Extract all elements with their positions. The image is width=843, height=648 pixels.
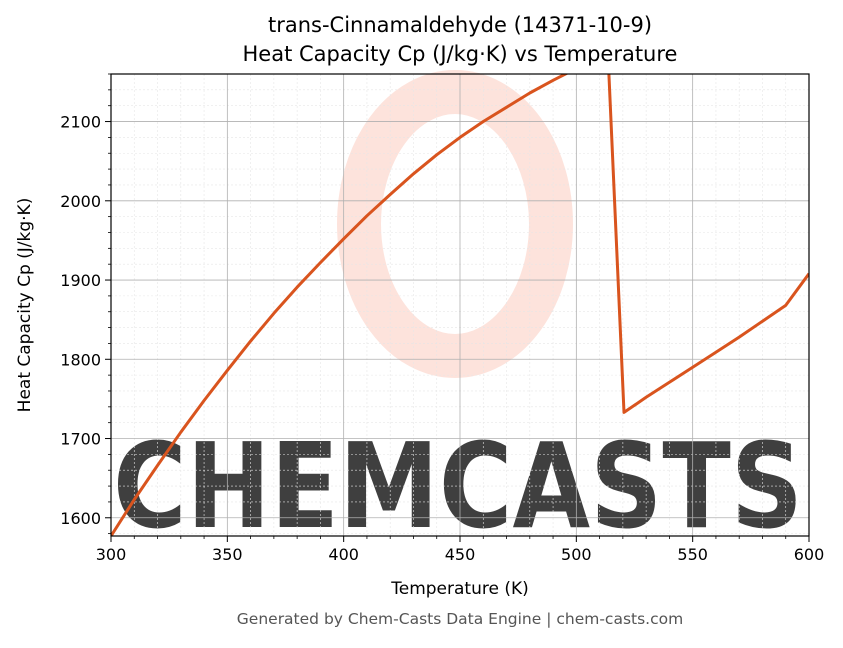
x-tick-label: 500	[561, 545, 592, 564]
y-tick-label: 2100	[60, 113, 101, 132]
ticks: 300 350 400 450 500 550 600 1600 1700 1800 1900 200…	[60, 73, 825, 564]
y-tick-label: 2000	[60, 192, 101, 211]
x-tick-label: 450	[445, 545, 476, 564]
x-tick-label: 300	[96, 545, 127, 564]
x-tick-label: 400	[328, 545, 359, 564]
x-tick-label: 550	[677, 545, 708, 564]
y-tick-label: 1800	[60, 350, 101, 369]
footer-credit: Generated by Chem-Casts Data Engine | ch…	[237, 610, 683, 628]
y-tick-label: 1900	[60, 271, 101, 290]
y-tick-label: 1700	[60, 430, 101, 449]
y-axis-label: Heat Capacity Cp (J/kg·K)	[15, 198, 35, 413]
x-axis-label: Temperature (K)	[390, 579, 529, 599]
x-tick-label: 350	[212, 545, 243, 564]
chart-title-line-1: trans-Cinnamaldehyde (14371-10-9)	[268, 13, 652, 37]
y-tick-label: 1600	[60, 509, 101, 528]
chart-title-line-2: Heat Capacity Cp (J/kg·K) vs Temperature	[243, 42, 678, 66]
series-layer	[111, 74, 809, 536]
x-tick-label: 600	[794, 545, 825, 564]
cp-series-line	[111, 74, 809, 536]
